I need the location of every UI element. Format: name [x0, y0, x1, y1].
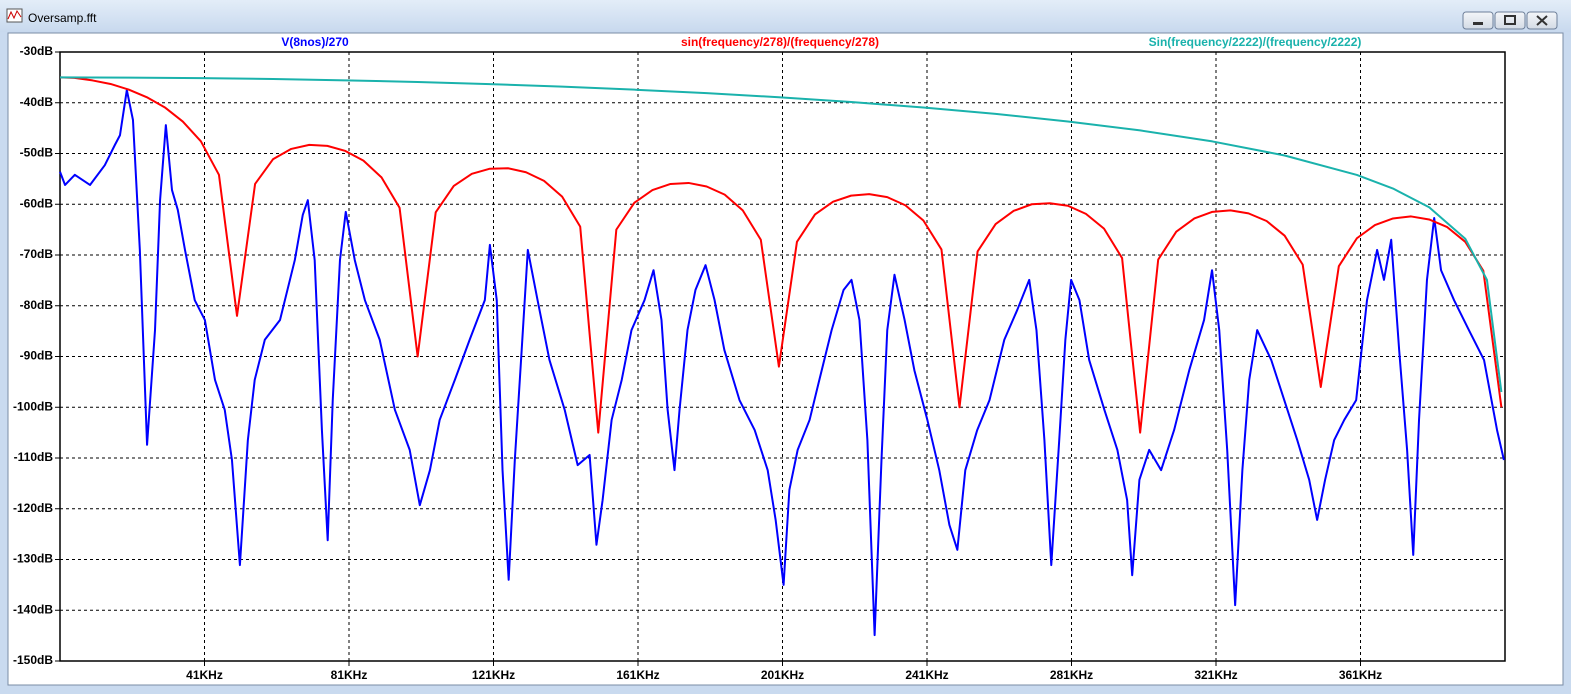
x-tick-label: 201KHz — [761, 668, 804, 682]
y-tick-label: -120dB — [13, 501, 53, 515]
series-line — [59, 76, 1503, 393]
x-tick-label: 281KHz — [1050, 668, 1093, 682]
minimize-button[interactable] — [1462, 11, 1494, 30]
x-tick-label: 321KHz — [1194, 668, 1237, 682]
y-tick-label: -30dB — [20, 44, 54, 58]
y-tick-label: -110dB — [14, 450, 54, 464]
x-tick-label: 161KHz — [616, 668, 659, 682]
y-tick-label: -140dB — [13, 602, 53, 616]
close-button[interactable] — [1526, 11, 1558, 30]
plot-border — [59, 51, 1506, 662]
window-title: Oversamp.fft — [28, 11, 97, 25]
legend-entry: sin(frequency/278)/(frequency/278) — [681, 35, 879, 49]
title-bar — [0, 0, 1571, 32]
y-tick-label: -90dB — [20, 349, 54, 363]
maximize-button[interactable] — [1494, 11, 1526, 30]
y-tick-label: -50dB — [20, 146, 54, 160]
y-tick-label: -100dB — [13, 399, 53, 413]
y-tick-label: -150dB — [13, 653, 53, 667]
plot-pane — [8, 33, 1563, 685]
legend-entry: V(8nos)/270 — [281, 35, 349, 49]
app-icon — [6, 8, 23, 23]
y-tick-label: -40dB — [20, 95, 54, 109]
y-tick-label: -60dB — [20, 196, 54, 210]
y-tick-label: -80dB — [20, 298, 54, 312]
x-tick-label: 361KHz — [1339, 668, 1382, 682]
plot-pane-border — [7, 32, 1564, 686]
legend-entry: Sin(frequency/2222)/(frequency/2222) — [1149, 35, 1362, 49]
x-tick-label: 41KHz — [186, 668, 223, 682]
y-tick-label: -70dB — [20, 247, 54, 261]
series-line — [59, 76, 1503, 434]
x-tick-label: 81KHz — [331, 668, 368, 682]
series-line — [59, 89, 1505, 637]
chart: -30dB -40dB -50dB -60dB -70dB -80dB -90dB -100d… — [13, 35, 1506, 682]
x-tick-label: 121KHz — [472, 668, 515, 682]
y-tick-label: -130dB — [13, 552, 53, 566]
x-tick-label: 241KHz — [905, 668, 948, 682]
